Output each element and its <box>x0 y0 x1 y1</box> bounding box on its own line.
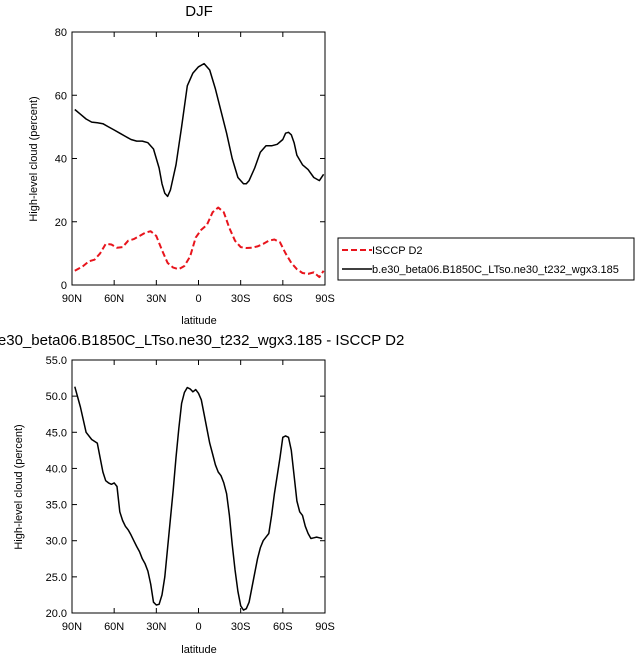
bottom-panel: .e30_beta06.B1850C_LTso.ne30_t232_wgx3.1… <box>0 332 404 656</box>
y-axis-label: High-level cloud (percent) <box>13 424 25 549</box>
legend-label-isccp: ISCCP D2 <box>372 245 423 257</box>
x-tick-label: 60S <box>273 293 293 305</box>
y-tick-label: 20 <box>55 217 67 229</box>
x-tick-label: 0 <box>195 293 201 305</box>
x-tick-label: 0 <box>195 621 201 633</box>
y-tick-label: 80 <box>55 27 67 39</box>
y-tick-label: 45.0 <box>46 427 67 439</box>
x-tick-label: 60N <box>104 293 124 305</box>
legend-label-model: b.e30_beta06.B1850C_LTso.ne30_t232_wgx3.… <box>372 264 619 276</box>
x-tick-label: 90N <box>62 621 82 633</box>
chart-title: DJF <box>185 3 213 20</box>
chart-title: .e30_beta06.B1850C_LTso.ne30_t232_wgx3.1… <box>0 332 404 349</box>
plot-frame <box>71 31 326 286</box>
x-tick-label: 30S <box>231 621 251 633</box>
y-tick-label: 20.0 <box>46 608 67 620</box>
top-panel: DJF 0 20 40 60 80 90N 60N 30N 0 30S 60S 90S latitu… <box>28 3 635 327</box>
x-axis-label: latitude <box>181 644 216 656</box>
y-tick-label: 35.0 <box>46 500 67 512</box>
y-tick-label: 40 <box>55 154 67 166</box>
x-tick-label: 60N <box>104 621 124 633</box>
y-tick-label: 50.0 <box>46 391 67 403</box>
x-tick-label: 90N <box>62 293 82 305</box>
x-tick-label: 90S <box>315 621 335 633</box>
x-tick-label: 30S <box>231 293 251 305</box>
y-axis-label: High-level cloud (percent) <box>28 96 40 221</box>
y-tick-label: 25.0 <box>46 572 67 584</box>
y-tick-label: 30.0 <box>46 536 67 548</box>
y-tick-label: 40.0 <box>46 463 67 475</box>
x-tick-label: 60S <box>273 621 293 633</box>
x-tick-label: 30N <box>146 293 166 305</box>
legend-box <box>337 237 635 281</box>
y-tick-label: 60 <box>55 90 67 102</box>
plot-frame <box>71 359 326 614</box>
x-axis-label: latitude <box>181 315 216 327</box>
series-line-0 <box>74 386 323 611</box>
legend: ISCCP D2 b.e30_beta06.B1850C_LTso.ne30_t… <box>337 237 635 281</box>
series-line-1 <box>74 62 325 198</box>
y-tick-label: 0 <box>61 280 67 292</box>
y-tick-label: 55.0 <box>46 355 67 367</box>
x-tick-label: 90S <box>315 293 335 305</box>
x-tick-label: 30N <box>146 621 166 633</box>
series-line-0 <box>74 206 325 279</box>
